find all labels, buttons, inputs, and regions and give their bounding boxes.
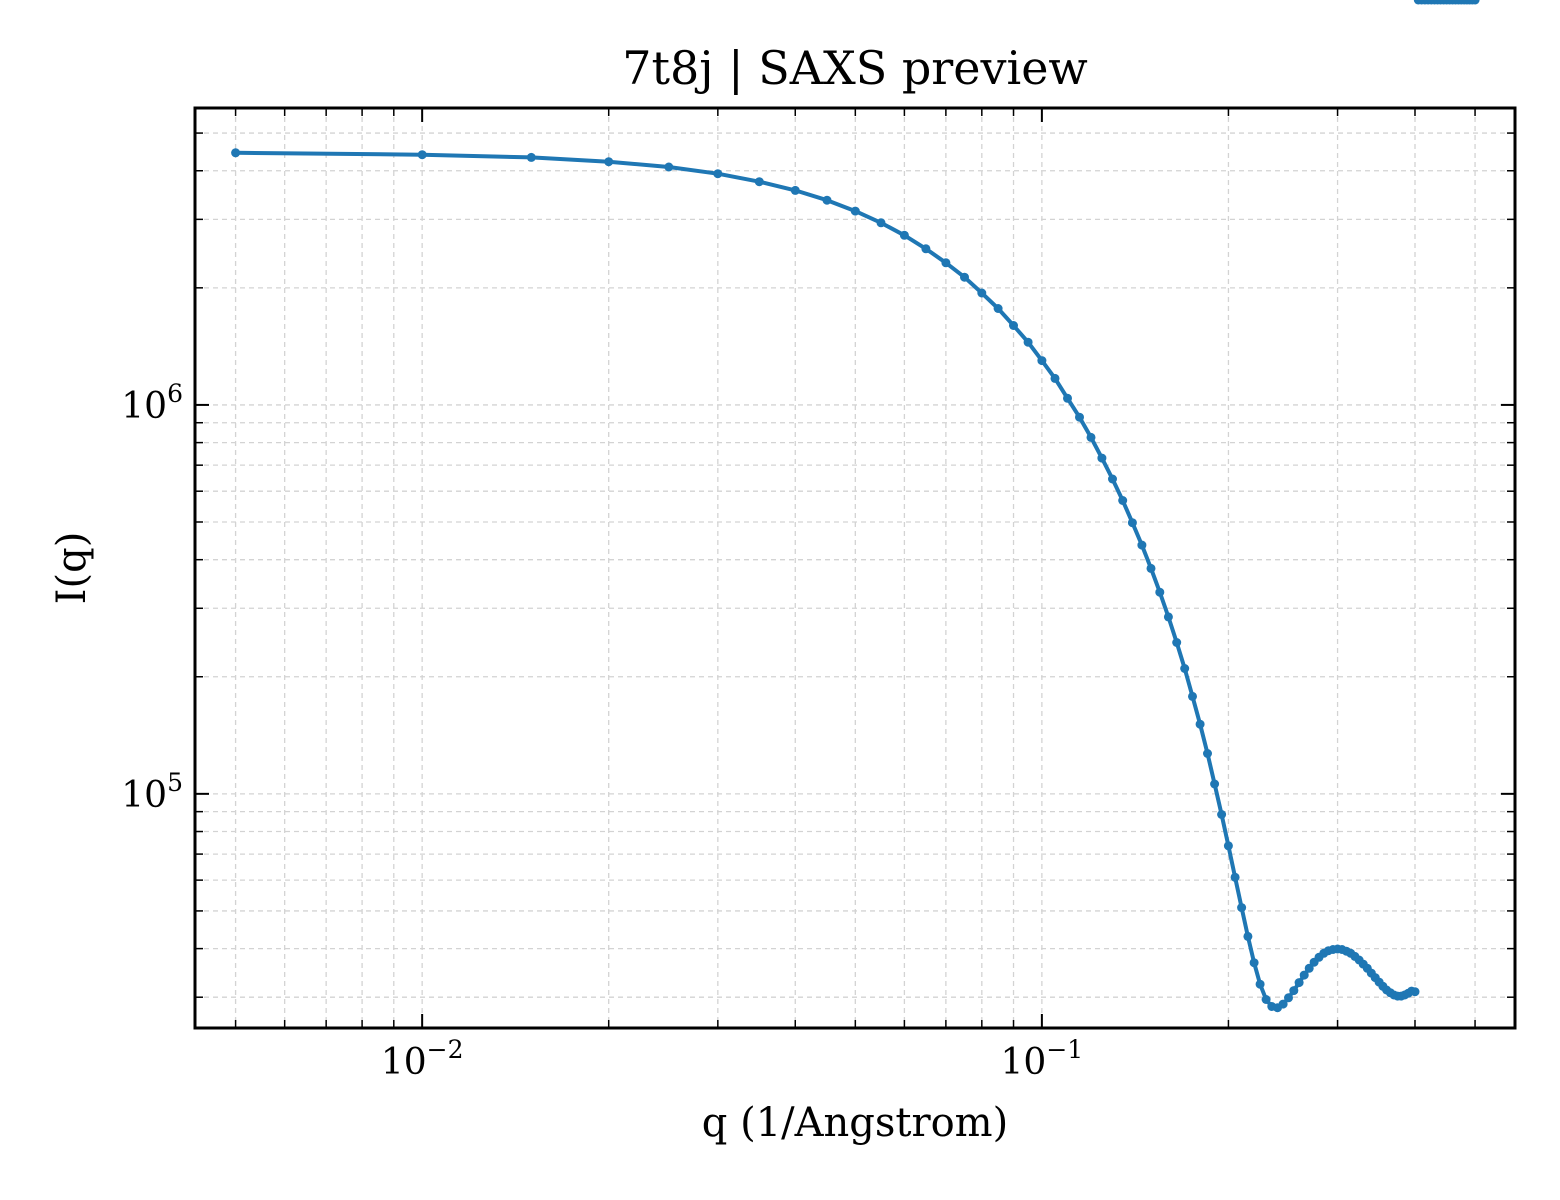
data-point xyxy=(1108,474,1117,484)
data-point xyxy=(231,148,241,158)
x-tick-label: 10−2 xyxy=(381,1035,464,1083)
data-point xyxy=(754,177,764,187)
data-point xyxy=(993,304,1003,313)
data-point xyxy=(876,218,886,228)
data-point xyxy=(1023,337,1033,347)
data-point xyxy=(1410,987,1420,997)
data-point xyxy=(1118,496,1128,505)
data-point xyxy=(1037,356,1047,366)
x-axis-label: q (1/Angstrom) xyxy=(702,1100,1008,1146)
data-point xyxy=(1223,841,1233,851)
data-point xyxy=(1137,540,1147,550)
data-point xyxy=(1284,993,1293,1003)
data-point xyxy=(1203,749,1212,758)
data-point xyxy=(1155,587,1165,597)
data-point xyxy=(1075,412,1084,422)
y-tick-label: 106 xyxy=(121,379,183,427)
data-point xyxy=(526,152,536,162)
data-point xyxy=(1086,432,1096,442)
data-point xyxy=(1146,563,1156,573)
data-point xyxy=(1127,518,1137,528)
data-point xyxy=(960,272,969,282)
x-tick-exponent: −2 xyxy=(427,1035,464,1064)
x-tick-label: 10−1 xyxy=(1001,1035,1084,1083)
data-point xyxy=(1243,931,1253,941)
data-point xyxy=(713,169,723,179)
data-point xyxy=(1230,872,1240,882)
data-point xyxy=(921,244,931,254)
data-point xyxy=(1289,986,1299,996)
data-point xyxy=(1050,373,1060,383)
x-tick-base: 10 xyxy=(381,1042,427,1083)
data-point xyxy=(1195,719,1205,729)
data-point xyxy=(1217,810,1227,819)
y-tick-exponent: 6 xyxy=(167,379,183,408)
data-point xyxy=(1237,903,1247,913)
data-point xyxy=(1097,453,1107,463)
data-point xyxy=(604,157,614,167)
y-tick-label: 105 xyxy=(121,768,183,816)
series-intensity xyxy=(231,0,1480,1013)
data-point xyxy=(1304,963,1314,973)
data-point xyxy=(1299,970,1309,980)
data-point xyxy=(850,206,860,216)
data-point xyxy=(790,185,800,195)
data-point xyxy=(1249,958,1259,968)
data-point xyxy=(1188,691,1197,701)
grid xyxy=(195,108,1515,1028)
data-point xyxy=(1294,978,1304,988)
data-point xyxy=(1261,995,1271,1004)
chart-title: 7t8j | SAXS preview xyxy=(622,41,1088,95)
x-tick-base: 10 xyxy=(1001,1042,1047,1083)
data-point xyxy=(1470,0,1480,5)
data-point xyxy=(822,195,832,205)
y-axis-label: I(q) xyxy=(49,532,95,605)
data-point xyxy=(1009,321,1018,330)
data-point xyxy=(899,230,909,240)
data-point xyxy=(1163,612,1173,622)
data-point xyxy=(1172,638,1182,647)
data-point xyxy=(1210,779,1220,789)
data-point xyxy=(941,258,951,268)
data-point xyxy=(664,162,674,172)
data-point xyxy=(1278,999,1288,1009)
data-point xyxy=(977,288,987,298)
data-point xyxy=(1180,664,1190,673)
y-tick-exponent: 5 xyxy=(167,768,183,797)
x-tick-exponent: −1 xyxy=(1046,1035,1083,1064)
y-tick-base: 10 xyxy=(121,775,167,816)
y-tick-base: 10 xyxy=(121,386,167,427)
data-point xyxy=(1255,979,1265,989)
data-point xyxy=(1063,393,1072,403)
data-point xyxy=(417,150,427,160)
